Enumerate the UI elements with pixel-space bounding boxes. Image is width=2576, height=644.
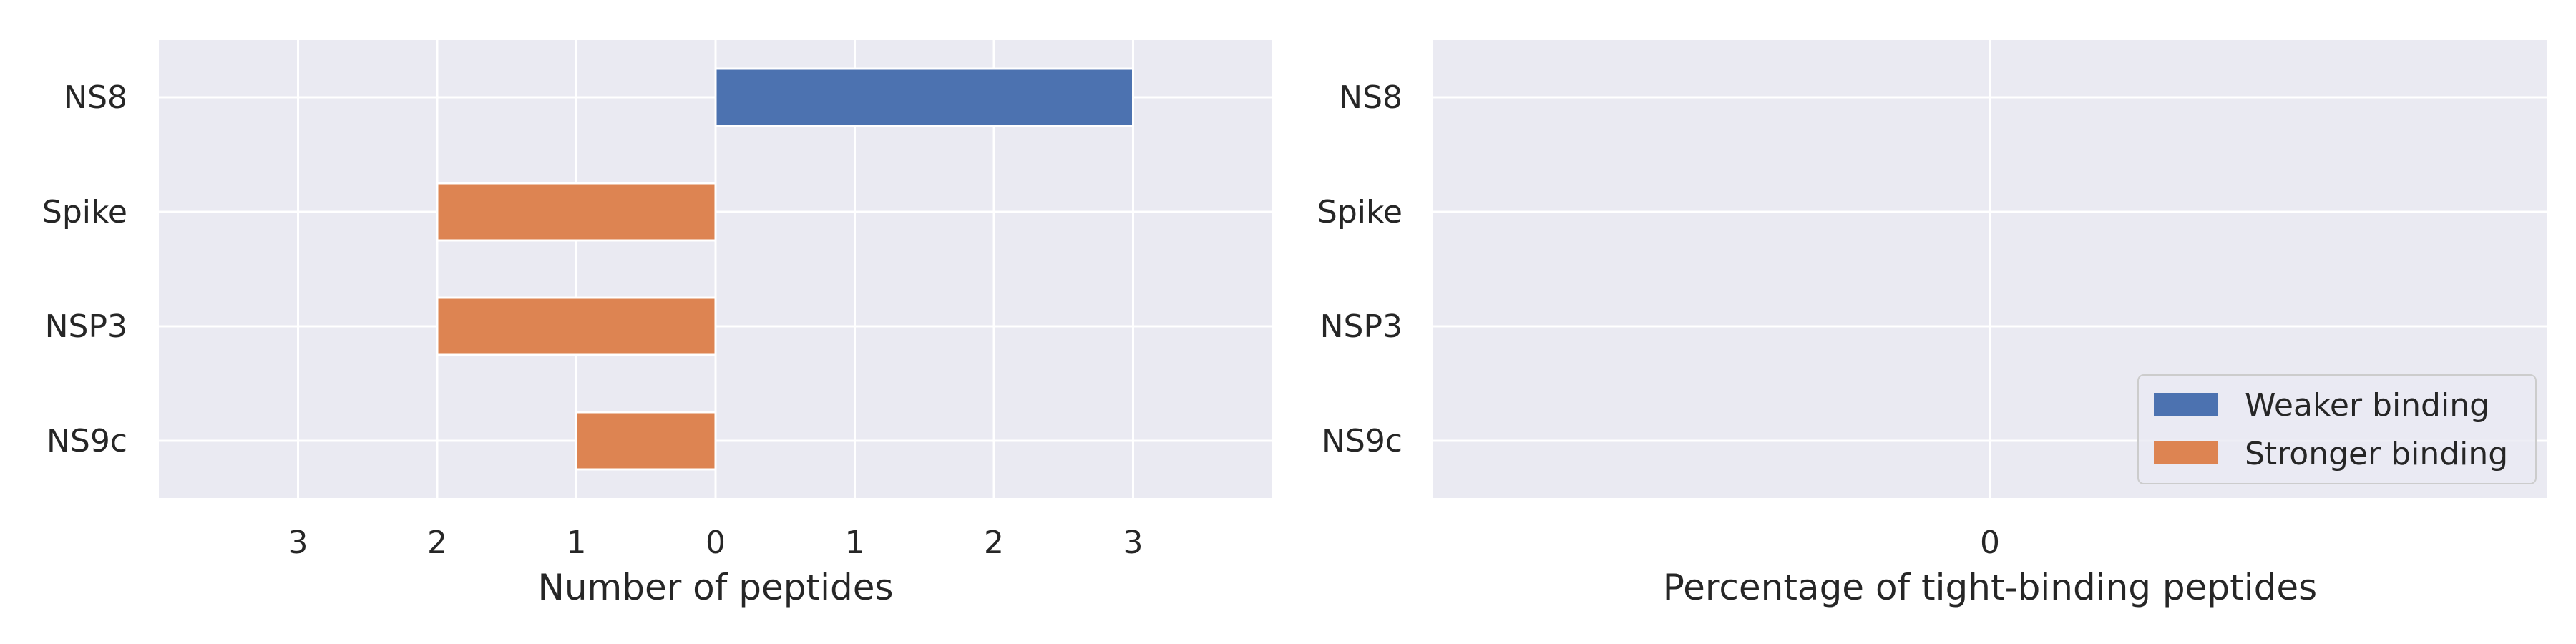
left-x-axis-title: Number of peptides bbox=[537, 567, 893, 608]
left-ytick-nsp3: NSP3 bbox=[45, 308, 127, 345]
legend: Weaker binding Stronger binding bbox=[2137, 374, 2537, 484]
right-ytick-ns8: NS8 bbox=[1339, 79, 1402, 116]
right-ytick-spike: Spike bbox=[1317, 194, 1402, 230]
left-xtick-1: 2 bbox=[427, 525, 447, 561]
legend-label-weaker-binding: Weaker binding bbox=[2245, 387, 2489, 424]
left-x-tick-labels: 3 2 1 0 1 2 3 bbox=[288, 525, 1143, 561]
left-xtick-2: 1 bbox=[567, 525, 587, 561]
left-xtick-5: 2 bbox=[984, 525, 1004, 561]
right-y-tick-labels: NS8 Spike NSP3 NS9c bbox=[1317, 79, 1402, 459]
left-xtick-3: 0 bbox=[706, 525, 726, 561]
left-xtick-6: 3 bbox=[1123, 525, 1143, 561]
legend-swatch-weaker-binding bbox=[2154, 393, 2218, 416]
left-chart-panel: NS8 Spike NSP3 NS9c 3 2 1 0 1 2 3 Number of pepti… bbox=[42, 40, 1272, 608]
right-chart-panel: NS8 Spike NSP3 NS9c 0 Percentage of tight-b… bbox=[1317, 40, 2547, 608]
right-ytick-nsp3: NSP3 bbox=[1320, 308, 1402, 345]
right-ytick-ns9c: NS9c bbox=[1322, 423, 1402, 459]
left-ytick-spike: Spike bbox=[42, 194, 127, 230]
right-x-axis-title: Percentage of tight-binding peptides bbox=[1663, 567, 2317, 608]
left-bar-nsp3-stronger-binding bbox=[436, 296, 717, 356]
left-ytick-ns8: NS8 bbox=[64, 79, 127, 116]
left-ytick-ns9c: NS9c bbox=[47, 423, 127, 459]
left-y-tick-labels: NS8 Spike NSP3 NS9c bbox=[42, 79, 127, 459]
left-bar-ns9c-stronger-binding bbox=[575, 411, 717, 471]
left-bars bbox=[436, 67, 1134, 471]
legend-label-stronger-binding: Stronger binding bbox=[2245, 436, 2508, 472]
left-xtick-0: 3 bbox=[288, 525, 308, 561]
left-xtick-4: 1 bbox=[845, 525, 865, 561]
left-bar-spike-stronger-binding bbox=[436, 182, 717, 242]
right-x-tick-labels: 0 bbox=[1980, 525, 2000, 561]
legend-swatch-stronger-binding bbox=[2154, 441, 2218, 464]
left-bar-ns8-weaker-binding bbox=[714, 67, 1134, 127]
legend-box bbox=[2137, 374, 2537, 484]
right-xtick-0: 0 bbox=[1980, 525, 2000, 561]
